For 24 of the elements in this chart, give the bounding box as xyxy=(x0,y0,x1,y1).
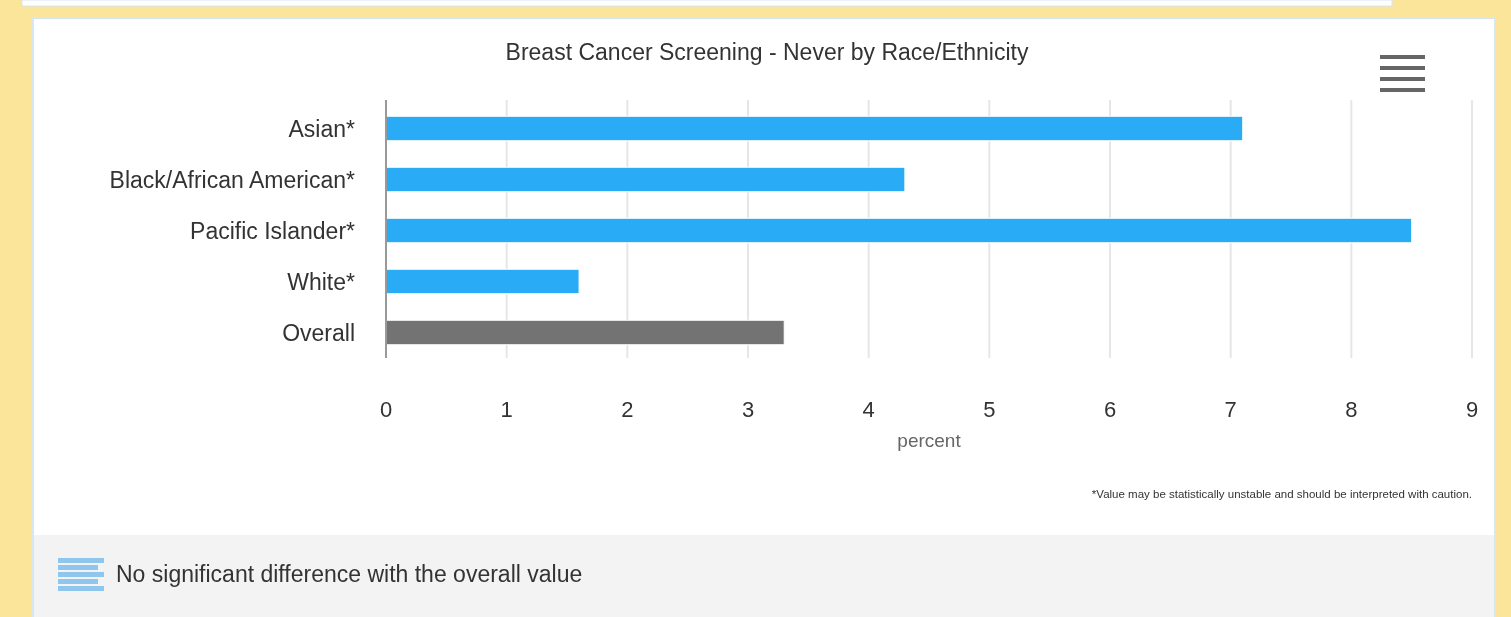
x-tick-label: 0 xyxy=(379,397,393,422)
x-tick-label: 5 xyxy=(983,397,996,422)
x-tick-label: 2 xyxy=(621,397,634,422)
x-tick-label: 8 xyxy=(1345,397,1358,422)
text: No significant difference with the overall value xyxy=(116,561,583,587)
y-tick-label: Asian* xyxy=(288,115,356,142)
x-tick-label: 6 xyxy=(1103,397,1117,422)
x-tick-label: 1 xyxy=(500,397,513,422)
x-axis-title: percent xyxy=(897,430,962,451)
y-tick-label: Black/African American* xyxy=(109,166,356,193)
x-tick-label: 4 xyxy=(862,397,875,422)
chart-title: Breast Cancer Screening - Never by Race/Ethnicity xyxy=(505,39,1029,65)
bar xyxy=(385,115,1244,142)
y-tick-label: Pacific Islander* xyxy=(190,217,356,244)
bar xyxy=(385,319,785,346)
bar xyxy=(385,166,906,193)
text: *Value may be statistically unstable and should be interpreted with caution. xyxy=(1091,488,1472,500)
x-tick-label: 7 xyxy=(1224,397,1237,422)
bar xyxy=(385,217,1413,244)
y-tick-label: Overall xyxy=(282,319,355,346)
x-tick-label: 9 xyxy=(1465,397,1479,422)
bar xyxy=(385,268,580,295)
x-tick-label: 3 xyxy=(741,397,755,422)
y-tick-label: White* xyxy=(287,268,356,295)
